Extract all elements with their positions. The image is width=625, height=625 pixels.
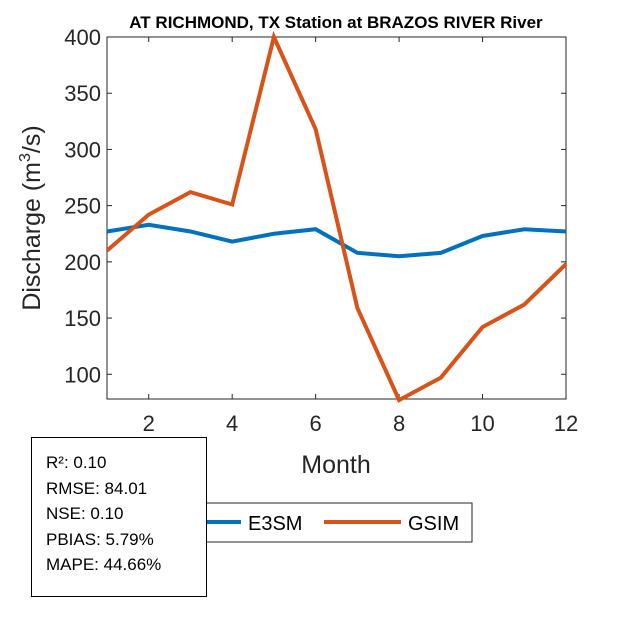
legend-label-e3sm: E3SM [248, 513, 302, 535]
y-label-pre: Discharge (m [18, 162, 46, 311]
y-axis-label: Discharge (m3/s) [17, 125, 46, 310]
legend-label-gsim: GSIM [408, 513, 459, 535]
stat-nse: NSE: 0.10 [46, 504, 124, 523]
y-tick-label: 400 [64, 25, 101, 50]
y-tick-label: 300 [64, 137, 101, 162]
x-tick-label: 2 [143, 411, 155, 436]
series-line-e3sm [106, 222, 567, 259]
series-line-gsim [105, 30, 568, 403]
chart-title: AT RICHMOND, TX Station at BRAZOS RIVER … [129, 13, 543, 32]
stat-mape: MAPE: 44.66% [46, 555, 162, 574]
x-tick-label: 12 [554, 411, 578, 436]
x-tick-label: 6 [310, 411, 322, 436]
stat-r2: R²: 0.10 [46, 453, 107, 472]
y-label-sup: 3 [17, 153, 34, 162]
stats-box: R²: 0.10 RMSE: 84.01 NSE: 0.10 PBIAS: 5.… [31, 437, 207, 597]
legend: E3SM GSIM [179, 502, 473, 543]
x-tick-label: 4 [226, 411, 238, 436]
y-tick-label: 350 [64, 81, 101, 106]
x-tick-label: 8 [393, 411, 405, 436]
y-tick-label: 250 [64, 194, 101, 219]
x-tick-label: 10 [470, 411, 494, 436]
y-tick-label: 200 [64, 250, 101, 275]
y-label-post: /s) [18, 125, 46, 153]
stat-pbias: PBIAS: 5.79% [46, 529, 154, 549]
x-axis-label: Month [301, 451, 370, 479]
series-lines [105, 30, 568, 403]
stat-rmse: RMSE: 84.01 [46, 478, 148, 498]
y-tick-label: 100 [64, 362, 101, 387]
y-tick-label: 150 [64, 306, 101, 331]
